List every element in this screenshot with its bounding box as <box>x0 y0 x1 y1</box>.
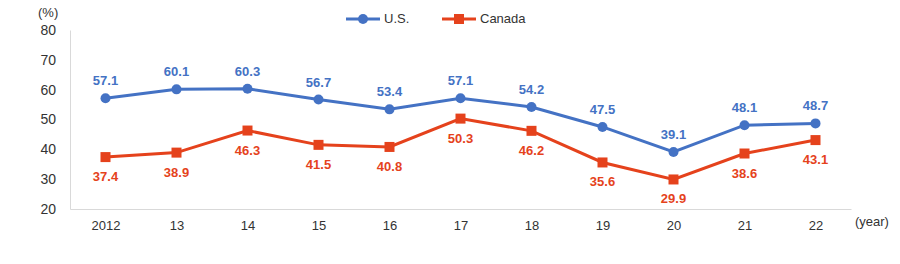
x-tick: 21 <box>738 209 752 233</box>
series-marker <box>243 84 253 94</box>
x-tick: 17 <box>454 209 468 233</box>
y-tick: 40 <box>40 141 70 157</box>
series-marker <box>456 93 466 103</box>
data-label: 35.6 <box>590 174 615 189</box>
x-tick: 16 <box>383 209 397 233</box>
y-tick: 30 <box>40 171 70 187</box>
data-label: 41.5 <box>306 157 331 172</box>
data-label: 38.9 <box>164 165 189 180</box>
y-tick: 60 <box>40 82 70 98</box>
x-tick: 2012 <box>92 209 121 233</box>
chart: 20 30 40 50 60 70 80 2012 13 14 15 16 17 18 19 20 21 22 57… <box>0 0 900 264</box>
data-label: 60.1 <box>164 64 189 79</box>
x-axis-line <box>71 209 852 210</box>
series-line <box>106 119 816 180</box>
series-marker <box>243 126 253 136</box>
series-marker <box>101 93 111 103</box>
x-tick-label: 13 <box>170 218 184 233</box>
series-marks <box>101 84 821 185</box>
legend: U.S. Canada <box>346 11 526 26</box>
x-tick: 18 <box>525 209 539 233</box>
x-tick-label: 2012 <box>92 218 121 233</box>
y-tick-label: 70 <box>40 52 56 68</box>
data-label: 50.3 <box>448 131 473 146</box>
series-marker <box>314 140 324 150</box>
data-label: 37.4 <box>93 169 119 184</box>
data-label: 47.5 <box>590 102 615 117</box>
y-axis: 20 30 40 50 60 70 80 <box>40 22 70 217</box>
x-axis: 2012 13 14 15 16 17 18 19 20 21 22 <box>71 209 852 233</box>
legend-label: U.S. <box>384 11 409 26</box>
data-label: 53.4 <box>377 84 403 99</box>
series-marker <box>598 122 608 132</box>
x-tick: 13 <box>170 209 184 233</box>
x-tick-label: 14 <box>241 218 255 233</box>
series-marker <box>172 148 182 158</box>
x-tick-label: 15 <box>312 218 326 233</box>
series-marker <box>456 114 466 124</box>
x-tick-label: 17 <box>454 218 468 233</box>
series-marker <box>669 174 679 184</box>
series-marker <box>314 95 324 105</box>
series-marker <box>527 102 537 112</box>
legend-label: Canada <box>480 11 526 26</box>
plot-area: 20 30 40 50 60 70 80 2012 13 14 15 16 17 18 19 20 21 22 57… <box>40 22 851 233</box>
y-tick: 70 <box>40 52 70 68</box>
x-tick: 14 <box>241 209 255 233</box>
x-tick-label: 21 <box>738 218 752 233</box>
series-marker <box>385 104 395 114</box>
data-label: 29.9 <box>661 191 686 206</box>
y-axis-title: (%) <box>38 5 58 20</box>
series-marker <box>669 147 679 157</box>
data-label: 57.1 <box>93 73 118 88</box>
legend-marker <box>358 14 368 24</box>
x-tick: 19 <box>596 209 610 233</box>
y-tick: 50 <box>40 111 70 127</box>
data-label: 48.1 <box>732 100 757 115</box>
data-label: 54.2 <box>519 82 544 97</box>
x-tick-label: 22 <box>809 218 823 233</box>
data-label: 43.1 <box>803 152 828 167</box>
x-tick-label: 18 <box>525 218 539 233</box>
y-axis-line <box>70 31 71 210</box>
y-tick: 80 <box>40 22 70 38</box>
x-tick-label: 20 <box>667 218 681 233</box>
y-tick-label: 40 <box>40 141 56 157</box>
data-label: 39.1 <box>661 127 686 142</box>
data-labels: 57.1 60.1 60.3 56.7 53.4 57.1 54.2 47.5 39.1 48.1… <box>93 64 828 207</box>
x-tick-label: 16 <box>383 218 397 233</box>
y-tick: 20 <box>40 201 70 217</box>
y-tick-label: 30 <box>40 171 56 187</box>
data-label: 48.7 <box>803 98 828 113</box>
legend-item: Canada <box>442 11 526 26</box>
series-marker <box>385 142 395 152</box>
series-marker <box>101 152 111 162</box>
series-marker <box>527 126 537 136</box>
x-tick: 22 <box>809 209 823 233</box>
data-label: 46.3 <box>235 143 260 158</box>
y-tick-label: 80 <box>40 22 56 38</box>
series-marker <box>811 135 821 145</box>
series-marker <box>740 149 750 159</box>
x-tick-label: 19 <box>596 218 610 233</box>
data-label: 40.8 <box>377 159 402 174</box>
data-label: 46.2 <box>519 143 544 158</box>
data-label: 56.7 <box>306 75 331 90</box>
series-marker <box>740 120 750 130</box>
series-marker <box>598 157 608 167</box>
data-label: 57.1 <box>448 73 473 88</box>
data-label: 60.3 <box>235 64 260 79</box>
y-tick-label: 50 <box>40 111 56 127</box>
legend-item: U.S. <box>346 11 409 26</box>
series-marker <box>811 118 821 128</box>
y-tick-label: 60 <box>40 82 56 98</box>
x-axis-title: (year) <box>855 214 889 229</box>
x-tick: 15 <box>312 209 326 233</box>
data-label: 38.6 <box>732 166 757 181</box>
x-tick: 20 <box>667 209 681 233</box>
y-tick-label: 20 <box>40 201 56 217</box>
legend-marker <box>454 14 464 24</box>
series-marker <box>172 84 182 94</box>
